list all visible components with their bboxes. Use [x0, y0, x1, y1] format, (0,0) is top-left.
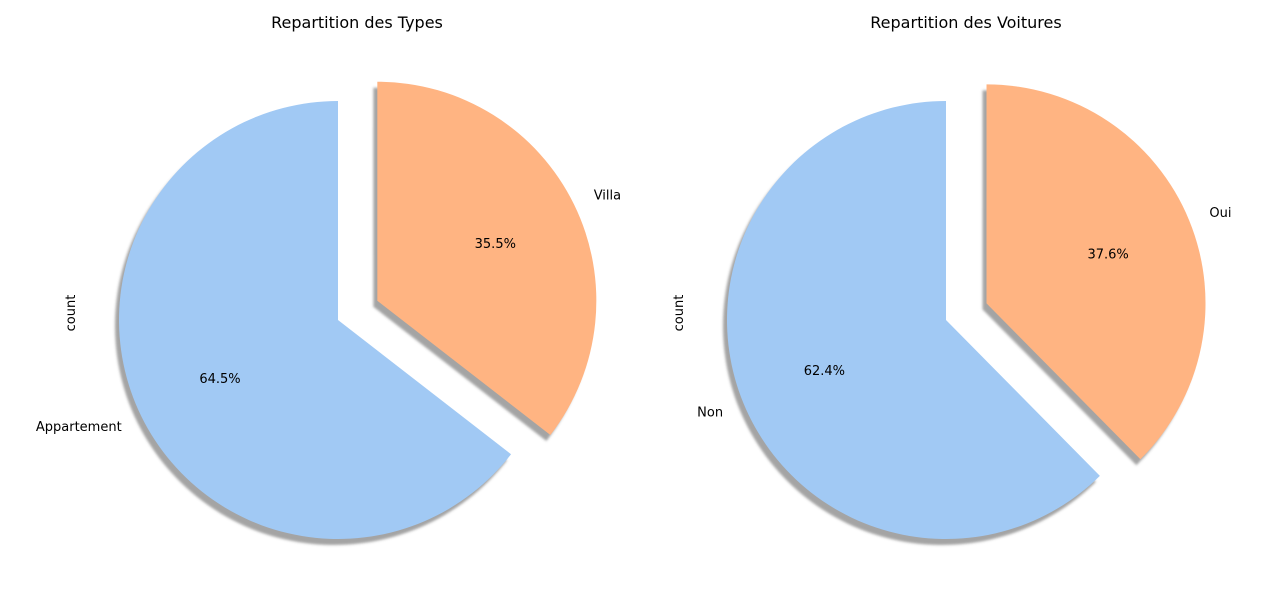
pie-slice-non — [727, 101, 1100, 540]
slice-category-label: Villa — [594, 189, 621, 204]
pie-slice-appartement — [118, 101, 512, 539]
slice-percent-label: 37.6% — [1087, 248, 1128, 263]
slice-category-label: Non — [697, 406, 723, 421]
y-axis-label: count — [64, 295, 79, 332]
pie-slice-oui — [986, 84, 1206, 460]
y-axis-label: count — [672, 295, 687, 332]
pie-slice-villa — [377, 81, 597, 435]
pie-chart-voitures: Repartition des Voitures count 62.4% Non 3… — [672, 13, 1231, 546]
slice-percent-label: 62.4% — [804, 364, 845, 379]
chart-title: Repartition des Types — [271, 13, 443, 32]
chart-title: Repartition des Voitures — [870, 13, 1061, 32]
slice-percent-label: 64.5% — [199, 372, 240, 387]
slice-percent-label: 35.5% — [475, 237, 516, 252]
slice-category-label: Appartement — [36, 420, 122, 435]
slice-category-label: Oui — [1209, 206, 1231, 221]
pie-chart-types: Repartition des Types count 64.5% Apparte… — [36, 13, 621, 546]
